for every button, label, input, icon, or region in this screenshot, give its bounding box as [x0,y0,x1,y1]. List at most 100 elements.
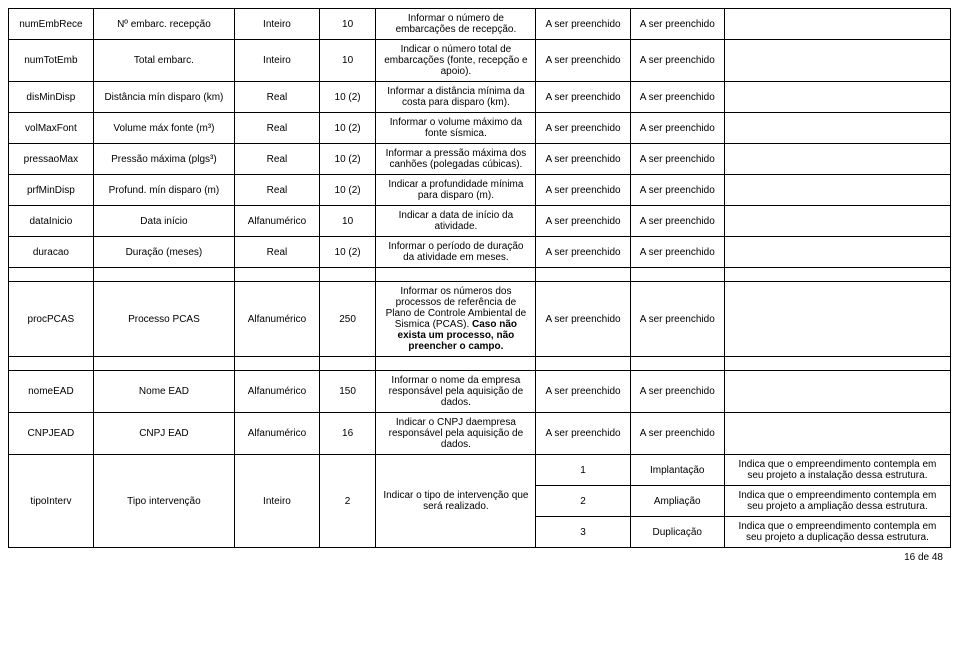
table-row: procPCASProcesso PCASAlfanumérico250Info… [9,282,951,357]
cell-6: A ser preenchido [630,371,724,413]
fill-a: A ser preenchido [536,40,630,82]
fill-b: A ser preenchido [630,237,724,268]
field-label: Nº embarc. recepção [93,9,234,40]
cell-7 [724,413,950,455]
opt-num: 2 [536,486,630,517]
field-desc: Indicar a profundidade mínima para dispa… [376,175,536,206]
fill-b: A ser preenchido [630,9,724,40]
field-size: 10 (2) [319,113,376,144]
field-label: Volume máx fonte (m³) [93,113,234,144]
page-footer: 16 de 48 [8,548,951,563]
cell-7 [724,371,950,413]
fill-a: A ser preenchido [536,175,630,206]
table-row: duracaoDuração (meses)Real10 (2)Informar… [9,237,951,268]
field-label: Data início [93,206,234,237]
notes [724,144,950,175]
field-desc: Indicar o número total de embarcações (f… [376,40,536,82]
notes [724,113,950,144]
table-row: numEmbReceNº embarc. recepçãoInteiro10In… [9,9,951,40]
field-size: 10 (2) [319,175,376,206]
field-type: Inteiro [235,9,320,40]
field-size: 10 (2) [319,144,376,175]
table-row: CNPJEADCNPJ EADAlfanumérico16Indicar o C… [9,413,951,455]
field-code: numTotEmb [9,40,94,82]
field-size: 10 [319,9,376,40]
field-label: Duração (meses) [93,237,234,268]
cell-5: A ser preenchido [536,413,630,455]
cell-1: Nome EAD [93,371,234,413]
table-row [9,268,951,282]
table-row: nomeEADNome EADAlfanumérico150Informar o… [9,371,951,413]
field-code: prfMinDisp [9,175,94,206]
field-label: Processo PCAS [93,282,234,357]
fill-a: A ser preenchido [536,144,630,175]
fill-a: A ser preenchido [536,282,630,357]
field-size: 250 [319,282,376,357]
notes [724,40,950,82]
opt-desc: Indica que o empreendimento contempla em… [724,455,950,486]
notes [724,237,950,268]
field-desc: Informar o volume máximo da fonte sísmic… [376,113,536,144]
fill-b: A ser preenchido [630,113,724,144]
notes [724,9,950,40]
field-size: 10 (2) [319,237,376,268]
field-label: Pressão máxima (plgs³) [93,144,234,175]
field-type: Real [235,237,320,268]
fill-b: A ser preenchido [630,40,724,82]
field-label: Tipo intervenção [93,455,234,548]
table-row: pressaoMaxPressão máxima (plgs³)Real10 (… [9,144,951,175]
field-type: Real [235,113,320,144]
cell-2: Alfanumérico [235,371,320,413]
field-type: Real [235,144,320,175]
opt-label: Ampliação [630,486,724,517]
cell-4: Informar o nome da empresa responsável p… [376,371,536,413]
cell-4: Indicar o CNPJ daempresa responsável pel… [376,413,536,455]
field-desc: Indicar a data de início da atividade. [376,206,536,237]
fill-a: A ser preenchido [536,9,630,40]
cell-2: Alfanumérico [235,413,320,455]
field-type: Real [235,82,320,113]
table-row: dataInicioData inícioAlfanumérico10Indic… [9,206,951,237]
fill-a: A ser preenchido [536,82,630,113]
field-type: Alfanumérico [235,282,320,357]
table-row: tipoIntervTipo intervençãoInteiro2Indica… [9,455,951,486]
fill-a: A ser preenchido [536,206,630,237]
field-size: 10 (2) [319,82,376,113]
opt-label: Duplicação [630,517,724,548]
fill-b: A ser preenchido [630,175,724,206]
field-type: Alfanumérico [235,206,320,237]
field-size: 10 [319,40,376,82]
field-label: Distância mín disparo (km) [93,82,234,113]
field-desc: Informar o número de embarcações de rece… [376,9,536,40]
field-type: Inteiro [235,455,320,548]
spec-table: numEmbReceNº embarc. recepçãoInteiro10In… [8,8,951,548]
field-code: dataInicio [9,206,94,237]
field-size: 10 [319,206,376,237]
opt-num: 3 [536,517,630,548]
field-code: volMaxFont [9,113,94,144]
field-code: pressaoMax [9,144,94,175]
field-code: procPCAS [9,282,94,357]
cell-0: nomeEAD [9,371,94,413]
opt-label: Implantação [630,455,724,486]
fill-b: A ser preenchido [630,144,724,175]
opt-desc: Indica que o empreendimento contempla em… [724,486,950,517]
field-code: tipoInterv [9,455,94,548]
field-code: disMinDisp [9,82,94,113]
cell-0: CNPJEAD [9,413,94,455]
field-type: Real [235,175,320,206]
cell-3: 150 [319,371,376,413]
field-desc: Indicar o tipo de intervenção que será r… [376,455,536,548]
cell-3: 16 [319,413,376,455]
notes [724,282,950,357]
field-code: numEmbRece [9,9,94,40]
field-desc: Informar o período de duração da ativida… [376,237,536,268]
table-row: prfMinDispProfund. mín disparo (m)Real10… [9,175,951,206]
fill-a: A ser preenchido [536,113,630,144]
cell-1: CNPJ EAD [93,413,234,455]
field-desc: Informar a pressão máxima dos canhões (p… [376,144,536,175]
fill-a: A ser preenchido [536,237,630,268]
table-row: volMaxFontVolume máx fonte (m³)Real10 (2… [9,113,951,144]
opt-desc: Indica que o empreendimento contempla em… [724,517,950,548]
notes [724,206,950,237]
